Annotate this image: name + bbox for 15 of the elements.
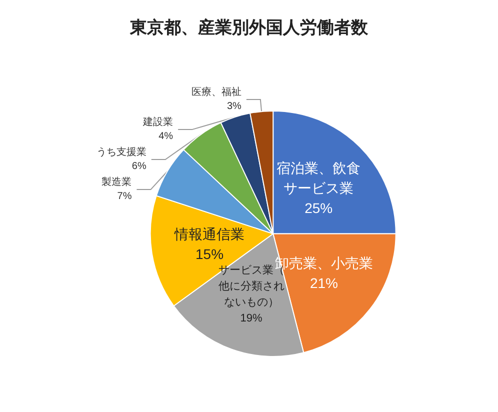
data-label: 3% — [226, 101, 242, 112]
data-label: 25% — [304, 200, 333, 216]
slice-label: 建設業 — [142, 116, 174, 128]
data-label: 7% — [117, 191, 132, 202]
data-label: 21% — [310, 275, 338, 292]
data-label: 4% — [158, 131, 174, 142]
slice-label: 製造業 — [102, 176, 132, 188]
slice-label: うち支援業 — [96, 146, 146, 158]
data-label: 6% — [132, 161, 146, 172]
data-label: 19% — [240, 312, 263, 324]
slice-label: 情報通信業 — [174, 226, 245, 242]
slice-label: 宿泊業、飲食サービス業 — [276, 160, 361, 196]
slice-label: 医療、福祉 — [191, 86, 242, 98]
data-label: 15% — [195, 246, 224, 262]
chart-title: 東京都、産業別外国人労働者数 — [129, 18, 369, 37]
